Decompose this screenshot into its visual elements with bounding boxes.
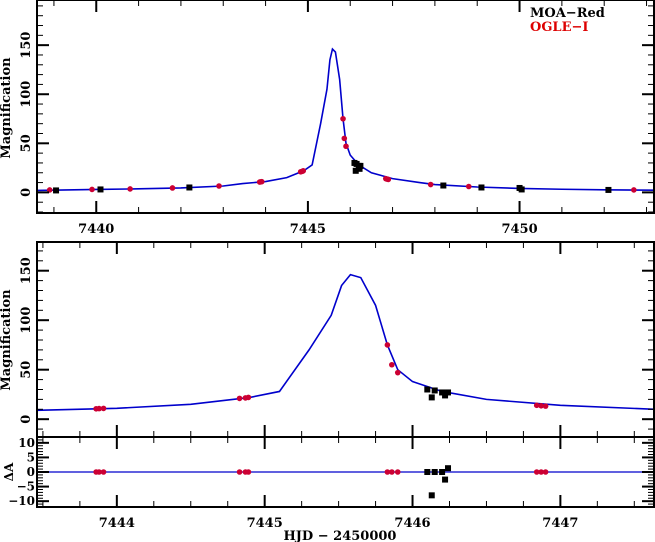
- ogle-point: [96, 469, 102, 475]
- ogle-point: [236, 469, 243, 475]
- y-tick-label: 50: [19, 134, 34, 152]
- moa-point: [439, 469, 446, 475]
- moa-point: [428, 394, 435, 401]
- ogle-point: [542, 403, 549, 409]
- ogle-point: [389, 361, 395, 368]
- ogle-point: [96, 405, 102, 412]
- ogle-point: [100, 405, 107, 412]
- moa-point: [97, 186, 104, 193]
- ogle-point: [127, 186, 133, 192]
- plot-area: [37, 465, 655, 499]
- x-tick-label: 7447: [542, 516, 578, 531]
- x-tick-label: 7444: [99, 516, 135, 531]
- y-tick-label: 150: [19, 257, 34, 284]
- ogle-point: [538, 403, 544, 409]
- y-tick-label: 50: [19, 361, 34, 379]
- ogle-point: [465, 183, 472, 190]
- plot-area: [37, 273, 655, 412]
- y-tick-label: 10: [18, 436, 35, 450]
- y-tick-label: −5: [17, 480, 35, 494]
- moa-point: [440, 182, 447, 189]
- moa-point: [442, 476, 449, 483]
- ogle-point: [542, 469, 549, 475]
- x-tick-label: 7445: [247, 516, 283, 531]
- x-tick-label: 7445: [290, 222, 326, 237]
- moa-point: [478, 184, 485, 191]
- x-tick-label: 7446: [394, 516, 430, 531]
- ogle-point: [169, 185, 176, 191]
- moa-point: [431, 387, 438, 394]
- ogle-point: [538, 469, 544, 475]
- y-tick-label: 100: [19, 81, 34, 108]
- y-tick-label: 0: [19, 188, 34, 197]
- ogle-point: [389, 469, 395, 475]
- ogle-point: [46, 187, 53, 193]
- moa-point: [445, 389, 452, 396]
- ogle-point: [100, 469, 107, 475]
- ogle-point: [427, 181, 434, 188]
- y-tick-label: 0: [27, 465, 35, 479]
- top-ylabel: Magnification: [0, 57, 14, 159]
- y-tick-label: 5: [27, 450, 35, 464]
- moa-point: [431, 469, 438, 475]
- moa-point: [53, 187, 60, 194]
- moa-point: [518, 186, 525, 193]
- ogle-point: [300, 167, 307, 174]
- moa-point: [424, 386, 431, 393]
- top-panel: 7440 7445 7450 0 50 100 150: [19, 0, 655, 237]
- middle-ylabel: Magnification: [0, 289, 14, 391]
- ogle-point: [258, 178, 265, 185]
- residual-ylabel: ΔA: [2, 462, 16, 481]
- ogle-point: [340, 115, 346, 122]
- moa-point: [352, 167, 359, 174]
- legend-moa: MOA−Red: [530, 6, 605, 21]
- ogle-point: [533, 469, 540, 475]
- moa-point: [445, 465, 452, 472]
- model-curve: [37, 273, 655, 412]
- ogle-point: [384, 469, 391, 475]
- xlabel: HJD − 2450000: [284, 529, 397, 542]
- ogle-point: [341, 135, 348, 142]
- plot-area: [37, 47, 655, 194]
- ogle-point: [631, 187, 637, 193]
- moa-point: [424, 469, 431, 475]
- x-tick-label: 7440: [78, 222, 114, 237]
- ogle-point: [236, 395, 243, 402]
- ogle-point: [385, 176, 392, 183]
- moa-point: [605, 186, 612, 193]
- x-tick-label: 7450: [501, 222, 537, 237]
- moa-point: [428, 492, 435, 499]
- axes-frame: [36, 0, 655, 214]
- y-tick-label: 150: [19, 32, 34, 59]
- middle-panel: 0 50 100 150: [19, 241, 655, 438]
- model-curve: [37, 47, 655, 192]
- ogle-point: [394, 469, 401, 475]
- moa-point: [186, 184, 193, 191]
- ogle-point: [384, 342, 391, 348]
- ogle-point: [245, 469, 252, 475]
- y-tick-label: 100: [19, 307, 34, 334]
- ogle-point: [533, 402, 540, 409]
- y-tick-label: 0: [19, 415, 34, 424]
- legend-ogle: OGLE−I: [530, 20, 588, 35]
- ogle-point: [343, 143, 349, 150]
- ogle-point: [89, 186, 95, 193]
- moa-point: [357, 162, 364, 169]
- ogle-point: [216, 183, 222, 189]
- y-tick-label: −10: [8, 494, 35, 508]
- ogle-point: [245, 394, 252, 401]
- ogle-point: [394, 369, 401, 376]
